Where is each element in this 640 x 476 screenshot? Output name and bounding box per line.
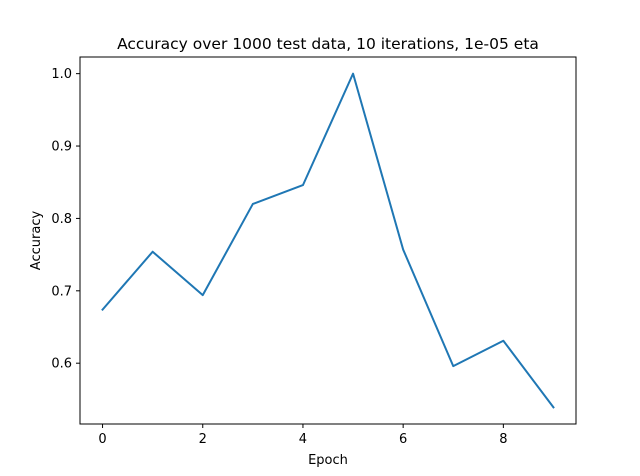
- y-tick-label: 0.7: [51, 284, 72, 299]
- y-tick-label: 0.6: [51, 357, 72, 372]
- y-tick-label: 0.8: [51, 212, 72, 227]
- x-tick-label: 0: [98, 432, 106, 447]
- x-axis-label: Epoch: [308, 453, 348, 468]
- chart-title: Accuracy over 1000 test data, 10 iterati…: [117, 35, 539, 53]
- plot-area: [80, 57, 576, 424]
- series-layer: [101, 72, 555, 409]
- y-tick-label: 1.0: [51, 67, 72, 82]
- y-tick-label: 0.9: [51, 140, 72, 155]
- x-tick-label: 8: [499, 432, 507, 447]
- y-axis-label: Accuracy: [29, 211, 44, 271]
- series-line-accuracy: [101, 72, 555, 409]
- x-tick-label: 4: [299, 432, 307, 447]
- y-axis-ticks: 0.6 0.7 0.8 0.9 1.0: [51, 67, 80, 372]
- x-axis-ticks: 0 2 4 6 8: [98, 424, 507, 447]
- plot-frame: [79, 56, 577, 425]
- x-tick-label: 2: [199, 432, 207, 447]
- x-tick-label: 6: [399, 432, 407, 447]
